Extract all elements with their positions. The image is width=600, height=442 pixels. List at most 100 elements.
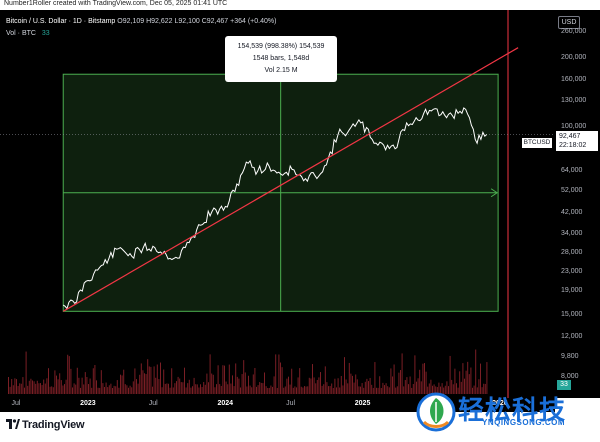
volume-bar xyxy=(486,362,488,394)
volume-bar xyxy=(358,386,360,394)
volume-bar xyxy=(25,351,27,394)
volume-bar xyxy=(38,383,40,394)
volume-bar xyxy=(97,387,99,394)
price-axis[interactable]: USD 260,000 200,000 160,000 130,000 100,000 8… xyxy=(555,10,600,398)
volume-bar xyxy=(305,386,307,394)
volume-bar xyxy=(233,386,235,394)
volume-bar xyxy=(70,368,72,394)
price-chart[interactable] xyxy=(0,10,555,398)
volume-bar xyxy=(67,354,69,394)
volume-bar xyxy=(190,387,192,394)
volume-bar xyxy=(219,384,221,394)
volume-bar xyxy=(180,382,182,394)
volume-bar xyxy=(476,387,478,394)
volume-bar xyxy=(16,379,17,394)
currency-button[interactable]: USD xyxy=(558,16,580,29)
volume-bar xyxy=(281,367,283,394)
volume-bar xyxy=(292,387,294,394)
volume-bar xyxy=(235,363,237,394)
volume-bar xyxy=(368,381,369,394)
volume-bar xyxy=(212,374,214,394)
volume-bar xyxy=(289,384,291,394)
time-tick-label: 2026 xyxy=(492,400,508,407)
chart-pane[interactable]: Bitcoin / U.S. Dollar · 1D · Bitstamp O9… xyxy=(0,10,555,398)
symbol-legend[interactable]: Bitcoin / U.S. Dollar · 1D · Bitstamp O9… xyxy=(6,18,276,25)
volume-bar xyxy=(264,372,265,394)
volume-bar xyxy=(185,387,187,394)
volume-legend[interactable]: Vol · BTC 33 xyxy=(6,30,50,37)
volume-bar xyxy=(304,386,305,394)
volume-bar xyxy=(462,363,464,394)
volume-bar xyxy=(43,379,45,394)
volume-bar xyxy=(64,384,65,394)
price-tick-label: 28,000 xyxy=(561,248,583,256)
volume-bar xyxy=(347,383,349,394)
volume-bar xyxy=(464,378,465,394)
volume-bar xyxy=(86,376,88,394)
volume-bar xyxy=(371,384,373,394)
volume-bar xyxy=(89,378,91,394)
volume-bar xyxy=(345,379,347,394)
volume-bar xyxy=(113,385,115,394)
volume-bar xyxy=(425,371,427,394)
volume-bar xyxy=(172,387,174,394)
volume-bar xyxy=(248,375,249,394)
volume-bar xyxy=(110,383,112,394)
volume-bar xyxy=(307,386,309,394)
volume-bar xyxy=(32,380,33,394)
volume-bar xyxy=(140,363,142,394)
volume-bar xyxy=(456,383,457,394)
volume-bar xyxy=(184,367,185,394)
volume-bar xyxy=(44,383,46,394)
volume-bar xyxy=(284,386,286,394)
volume-label: Vol · BTC xyxy=(6,30,36,37)
volume-bar xyxy=(340,375,342,394)
volume-bar xyxy=(329,385,331,394)
trendline xyxy=(62,47,519,312)
volume-bar xyxy=(350,373,352,394)
volume-bar xyxy=(92,368,94,394)
volume-bar xyxy=(337,378,339,394)
volume-bar xyxy=(217,365,219,394)
volume-bar xyxy=(473,385,475,394)
volume-bar xyxy=(62,385,64,394)
volume-bar xyxy=(161,387,163,394)
volume-bar xyxy=(193,377,195,394)
volume-bar xyxy=(134,368,136,394)
volume-bar xyxy=(152,386,153,394)
volume-bar xyxy=(75,384,77,394)
volume-bar xyxy=(436,387,438,394)
volume-bar xyxy=(174,383,176,394)
volume-bar xyxy=(332,387,334,394)
volume-bar xyxy=(321,385,323,394)
price-tick-label: 8,000 xyxy=(561,372,579,380)
volume-bar xyxy=(59,373,61,394)
price-tick-label: 160,000 xyxy=(561,76,587,84)
volume-bar xyxy=(131,387,133,394)
volume-bar xyxy=(465,370,467,394)
volume-bar xyxy=(65,379,67,394)
volume-bar xyxy=(208,382,209,394)
volume-bar xyxy=(364,381,366,394)
volume-bar xyxy=(384,385,385,394)
volume-bar xyxy=(22,377,24,394)
volume-bar xyxy=(8,376,9,394)
volume-bar xyxy=(241,374,243,394)
volume-bar xyxy=(232,375,233,394)
volume-bar xyxy=(353,382,355,394)
volume-value: 33 xyxy=(41,30,50,37)
volume-tag: 33 xyxy=(557,380,571,390)
volume-bar xyxy=(12,385,14,394)
volume-bar xyxy=(187,383,189,394)
time-tick-label: 2024 xyxy=(217,400,234,407)
volume-bar xyxy=(331,383,333,394)
volume-bar xyxy=(124,384,126,394)
volume-bar xyxy=(468,374,470,394)
volume-bar xyxy=(276,387,278,394)
volume-bar xyxy=(300,386,302,394)
volume-bar xyxy=(267,387,269,394)
volume-bar xyxy=(243,360,245,394)
volume-bar xyxy=(414,355,416,394)
volume-bar xyxy=(177,376,179,394)
volume-bar xyxy=(123,369,125,394)
